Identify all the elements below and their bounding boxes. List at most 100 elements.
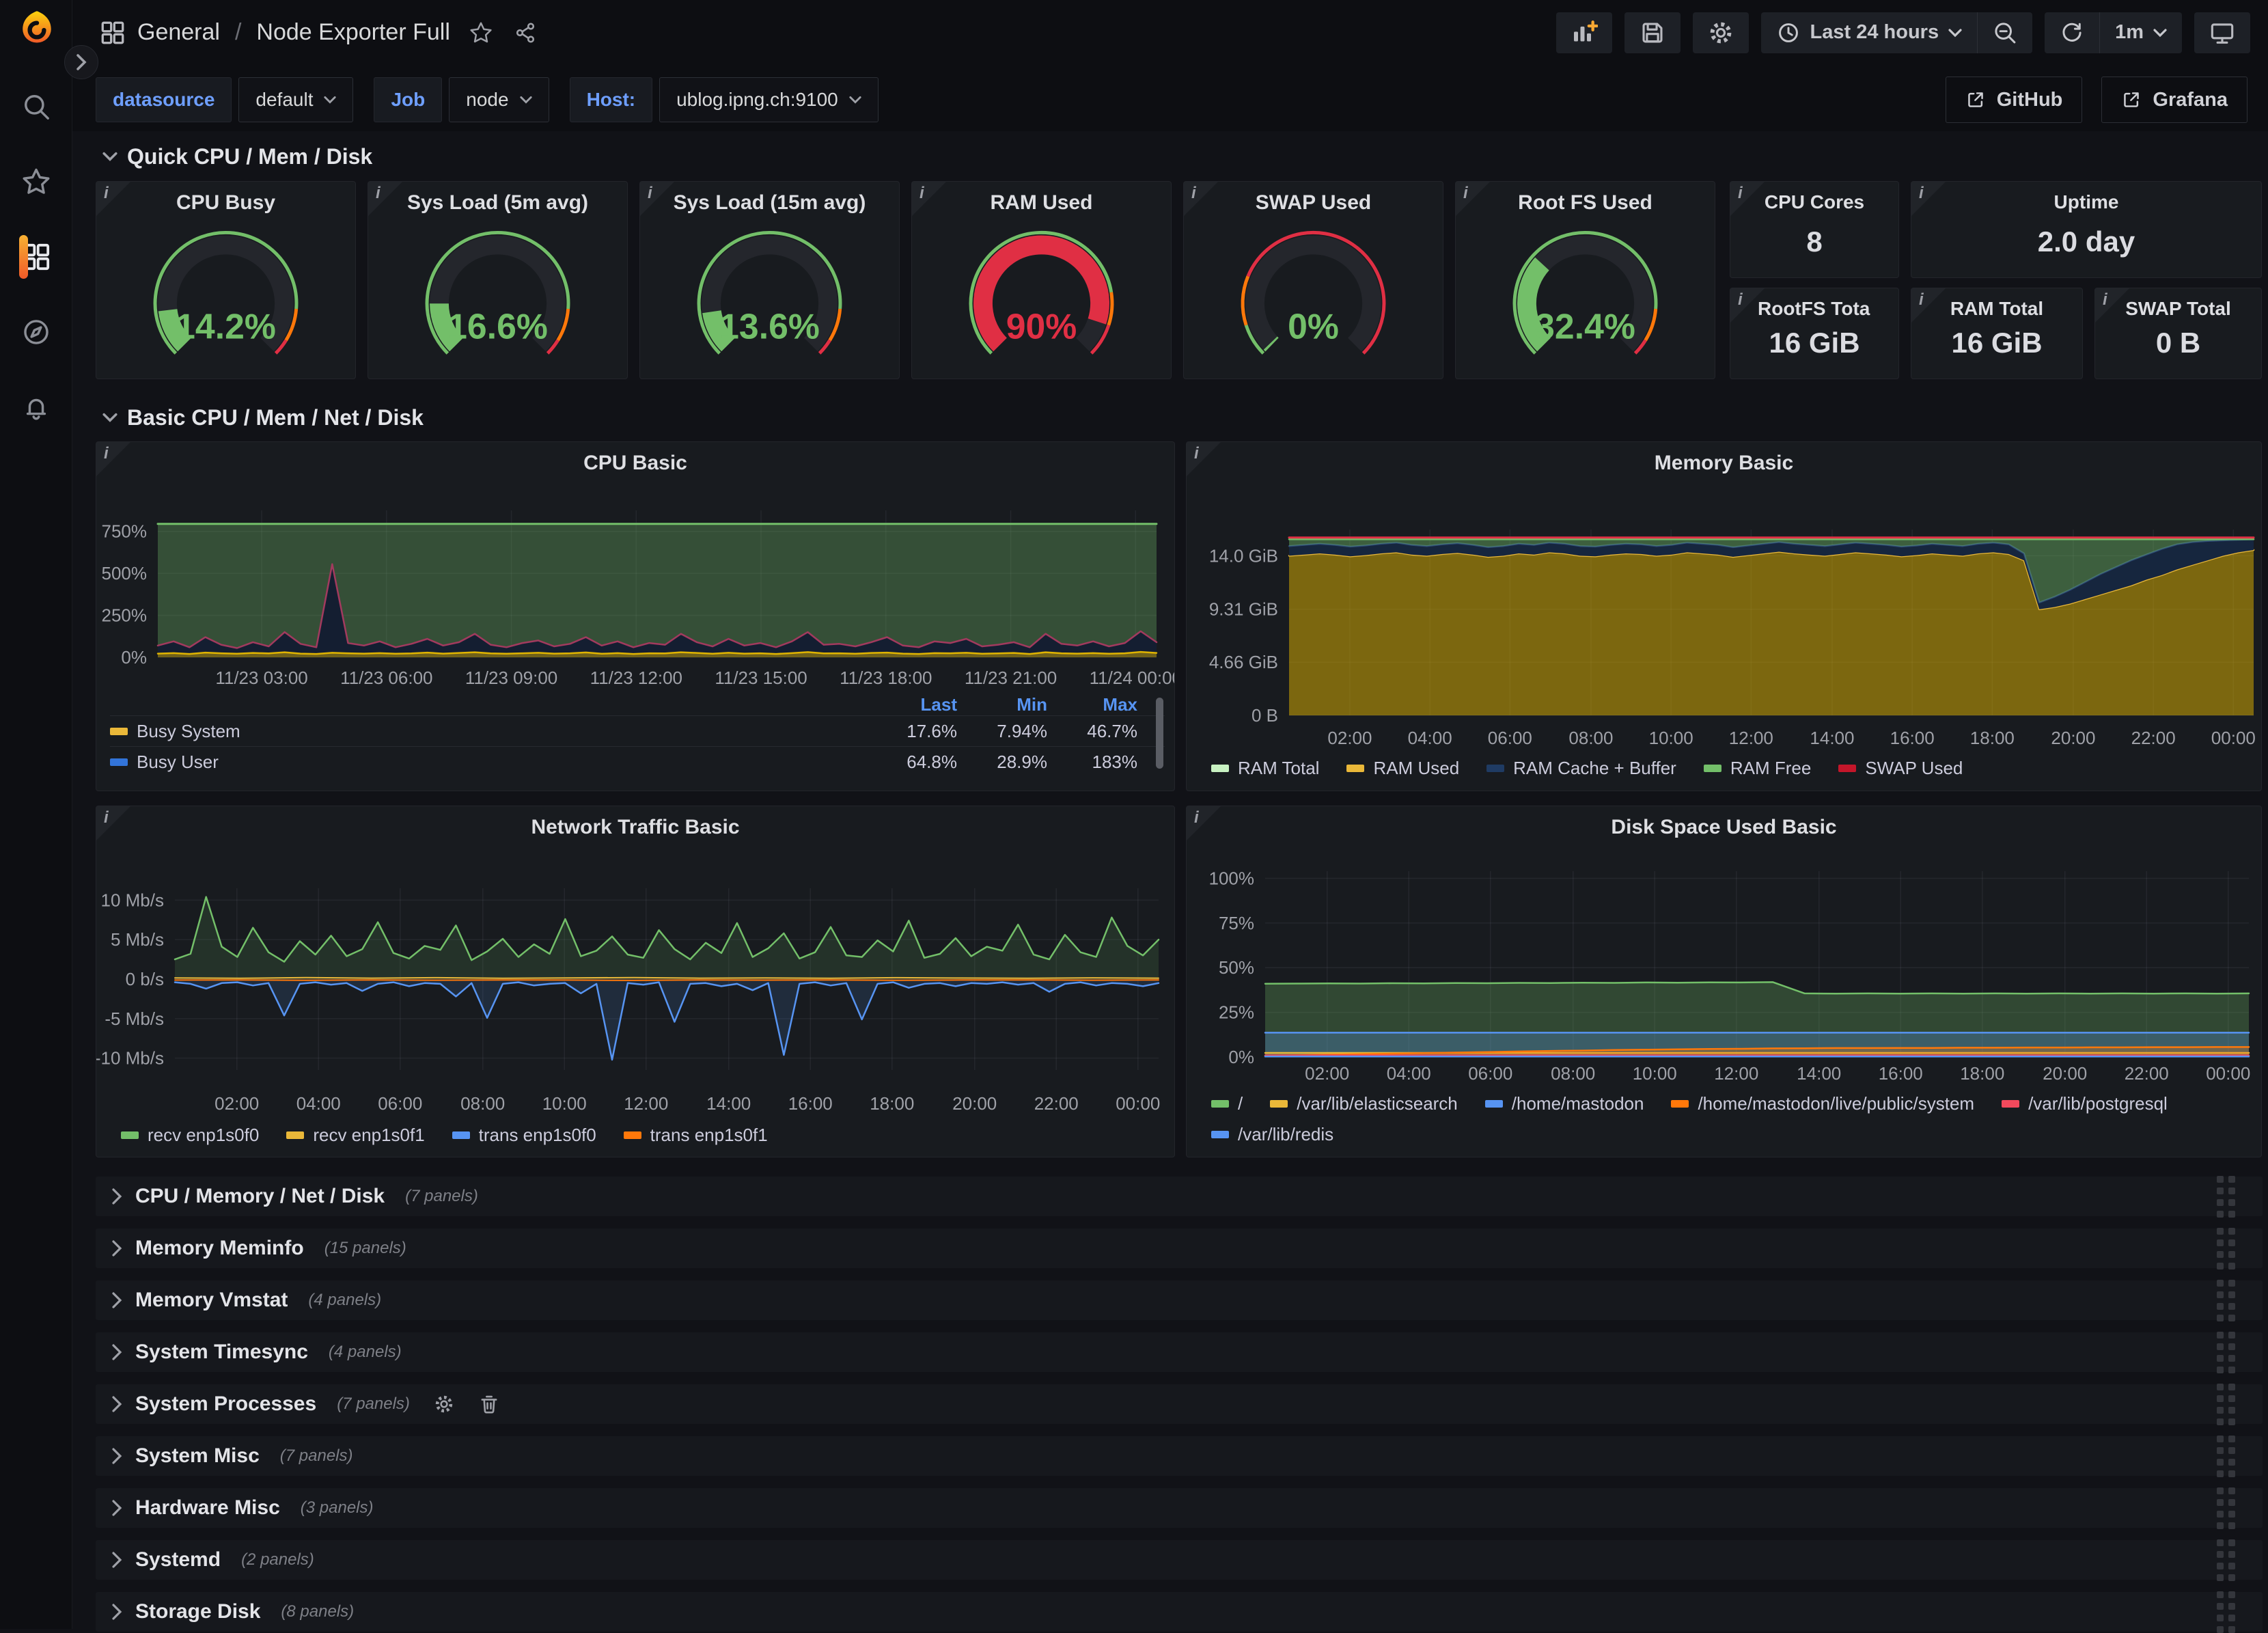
breadcrumb-section[interactable]: General xyxy=(137,19,220,46)
legend-item[interactable]: trans enp1s0f1 xyxy=(624,1125,768,1146)
panel-title[interactable]: CPU Cores xyxy=(1758,191,1871,213)
legend-item[interactable]: /var/lib/redis xyxy=(1211,1124,1333,1145)
svg-text:14.2%: 14.2% xyxy=(176,307,276,346)
row-drag-handle[interactable] xyxy=(2217,1176,2235,1218)
grafana-link-button[interactable]: Grafana xyxy=(2101,77,2248,123)
legend-item[interactable]: RAM Free xyxy=(1704,758,1811,779)
dashboard-settings-button[interactable] xyxy=(1693,12,1749,53)
top-bar: General / Node Exporter Full Last 24 hou… xyxy=(72,0,2268,65)
panel-title[interactable]: Sys Load (5m avg) xyxy=(396,191,600,215)
panel-title[interactable]: RootFS Total xyxy=(1758,298,1871,320)
zoom-out-button[interactable] xyxy=(1977,12,2032,53)
row-drag-handle[interactable] xyxy=(2217,1280,2235,1321)
dashboard-row-system-timesync[interactable]: System Timesync(4 panels) xyxy=(96,1332,2263,1372)
row-drag-handle[interactable] xyxy=(2217,1591,2235,1633)
github-link-button[interactable]: GitHub xyxy=(1946,77,2083,123)
svg-text:75%: 75% xyxy=(1219,913,1254,933)
legend-item[interactable]: trans enp1s0f0 xyxy=(452,1125,596,1146)
sidebar-item-starred[interactable] xyxy=(0,150,72,213)
row-drag-handle[interactable] xyxy=(2217,1436,2235,1477)
panel-title[interactable]: SWAP Total xyxy=(2122,298,2234,320)
section-basic-cpu-mem-net-disk[interactable]: Basic CPU / Mem / Net / Disk xyxy=(102,400,424,435)
legend-item[interactable]: /home/mastodon xyxy=(1485,1093,1644,1114)
legend-column-min[interactable]: Min xyxy=(957,694,1047,715)
time-range-picker[interactable]: Last 24 hours xyxy=(1761,12,1978,53)
legend-item[interactable]: RAM Used xyxy=(1346,758,1459,779)
scrollbar-thumb[interactable] xyxy=(1156,698,1163,769)
legend-item[interactable]: / xyxy=(1211,1093,1243,1114)
add-panel-button[interactable] xyxy=(1556,12,1612,53)
row-drag-handle[interactable] xyxy=(2217,1487,2235,1529)
section-quick-cpu-mem-disk[interactable]: Quick CPU / Mem / Disk xyxy=(102,139,372,174)
panel-title[interactable]: Memory Basic xyxy=(1214,452,2234,475)
panel-title[interactable]: CPU Busy xyxy=(124,191,328,215)
dashboard-row-system-processes[interactable]: System Processes(7 panels) xyxy=(96,1384,2263,1424)
row-drag-handle[interactable] xyxy=(2217,1539,2235,1581)
legend-column-last[interactable]: Last xyxy=(867,694,957,715)
legend-item[interactable]: SWAP Used xyxy=(1838,758,1963,779)
variable-value-dropdown[interactable]: node xyxy=(449,77,549,122)
share-icon[interactable] xyxy=(514,22,536,44)
legend-swatch-icon xyxy=(1211,765,1229,772)
row-settings-gear-icon[interactable] xyxy=(433,1393,455,1415)
panel-title[interactable]: SWAP Used xyxy=(1211,191,1415,215)
svg-text:12:00: 12:00 xyxy=(1714,1063,1758,1084)
svg-text:14.0 GiB: 14.0 GiB xyxy=(1209,545,1278,566)
dashboard-links: GitHub Grafana xyxy=(1946,77,2248,123)
dashboard-row-system-misc[interactable]: System Misc(7 panels) xyxy=(96,1436,2263,1476)
legend-item[interactable]: RAM Cache + Buffer xyxy=(1486,758,1676,779)
row-delete-trash-icon[interactable] xyxy=(478,1393,500,1415)
chevron-down-icon xyxy=(849,96,861,104)
panel-title[interactable]: Root FS Used xyxy=(1483,191,1687,215)
sidebar-item-alerting[interactable] xyxy=(0,376,72,439)
legend-item[interactable]: Busy System xyxy=(110,721,867,742)
row-drag-handle[interactable] xyxy=(2217,1332,2235,1373)
row-drag-handle[interactable] xyxy=(2217,1228,2235,1270)
dashboard-row-storage-disk[interactable]: Storage Disk(8 panels) xyxy=(96,1592,2263,1632)
legend-item[interactable]: recv enp1s0f0 xyxy=(121,1125,259,1146)
sidebar-item-search[interactable] xyxy=(0,75,72,138)
panel-title[interactable]: Network Traffic Basic xyxy=(124,816,1147,839)
legend-item[interactable]: recv enp1s0f1 xyxy=(286,1125,424,1146)
sidebar xyxy=(0,0,72,1629)
svg-text:11/23 12:00: 11/23 12:00 xyxy=(590,668,682,688)
legend-item[interactable]: RAM Total xyxy=(1211,758,1319,779)
legend-item[interactable]: /var/lib/elasticsearch xyxy=(1270,1093,1458,1114)
variable-value-dropdown[interactable]: ublog.ipng.ch:9100 xyxy=(659,77,879,122)
panel-title[interactable]: Sys Load (15m avg) xyxy=(667,191,872,215)
legend-item[interactable]: Busy User xyxy=(110,752,867,773)
grafana-logo[interactable] xyxy=(18,10,56,51)
chevron-right-icon xyxy=(111,1604,123,1620)
dashboard-row-systemd[interactable]: Systemd(2 panels) xyxy=(96,1540,2263,1580)
refresh-button[interactable] xyxy=(2045,12,2099,53)
panel-title[interactable]: CPU Basic xyxy=(124,452,1147,475)
cycle-view-mode-button[interactable] xyxy=(2194,12,2250,53)
sidebar-expand-button[interactable] xyxy=(64,45,98,79)
dashboard-row-cpu-memory-net-disk[interactable]: CPU / Memory / Net / Disk(7 panels) xyxy=(96,1177,2263,1216)
sidebar-item-explore[interactable] xyxy=(0,301,72,363)
panel-title[interactable]: Disk Space Used Basic xyxy=(1214,816,2234,839)
dashboard-row-hardware-misc[interactable]: Hardware Misc(3 panels) xyxy=(96,1488,2263,1528)
panel-title[interactable]: RAM Used xyxy=(939,191,1144,215)
dashboard-row-memory-meminfo[interactable]: Memory Meminfo(15 panels) xyxy=(96,1229,2263,1268)
legend-item[interactable]: /home/mastodon/live/public/system xyxy=(1671,1093,1974,1114)
legend-column-max[interactable]: Max xyxy=(1047,694,1137,715)
legend-item[interactable]: /var/lib/postgresql xyxy=(2002,1093,2168,1114)
panel-title[interactable]: RAM Total xyxy=(1939,298,2055,320)
sidebar-item-dashboards[interactable] xyxy=(0,225,72,288)
breadcrumb-separator: / xyxy=(235,19,241,46)
refresh-interval-picker[interactable]: 1m xyxy=(2099,12,2182,53)
panel-title[interactable]: Uptime xyxy=(1939,191,2234,213)
row-title: CPU / Memory / Net / Disk xyxy=(135,1185,385,1208)
dashboard-row-memory-vmstat[interactable]: Memory Vmstat(4 panels) xyxy=(96,1280,2263,1320)
star-dashboard-icon[interactable] xyxy=(469,21,493,44)
row-panel-count: (7 panels) xyxy=(280,1446,353,1466)
variable-value-dropdown[interactable]: default xyxy=(238,77,353,122)
save-dashboard-button[interactable] xyxy=(1624,12,1681,53)
row-drag-handle[interactable] xyxy=(2217,1384,2235,1425)
